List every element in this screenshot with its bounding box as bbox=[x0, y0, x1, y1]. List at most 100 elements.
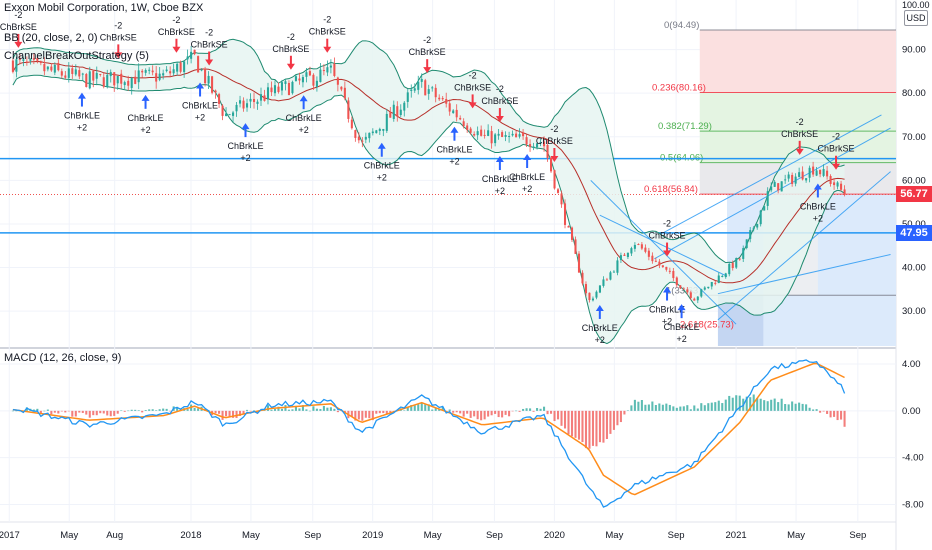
level-price-tag: 47.95 bbox=[896, 224, 932, 241]
macd-histogram-bar bbox=[193, 407, 196, 411]
long-entry-label: ChBrkLE bbox=[649, 305, 685, 315]
long-entry-label: ChBrkLE bbox=[509, 172, 545, 182]
macd-histogram-bar bbox=[721, 403, 724, 411]
candle-body bbox=[766, 191, 769, 206]
macd-histogram-bar bbox=[291, 409, 294, 411]
macd-histogram-bar bbox=[462, 410, 465, 417]
macd-histogram-bar bbox=[46, 409, 49, 411]
macd-histogram-bar bbox=[420, 403, 423, 411]
macd-histogram-bar bbox=[85, 410, 88, 415]
bb-indicator-label[interactable]: BB (20, close, 2, 0) bbox=[4, 32, 98, 44]
macd-axis-tick-label: 0.00 bbox=[902, 406, 921, 417]
macd-histogram-bar bbox=[162, 408, 165, 411]
macd-histogram-bar bbox=[763, 400, 766, 411]
candle-body bbox=[225, 113, 228, 116]
short-entry-arrow-head bbox=[423, 67, 432, 74]
macd-histogram-bar bbox=[137, 410, 140, 411]
macd-histogram-bar bbox=[553, 410, 556, 422]
macd-histogram-bar bbox=[263, 410, 266, 411]
candle-body bbox=[602, 279, 605, 286]
macd-histogram-bar bbox=[382, 410, 385, 414]
candle-body bbox=[113, 72, 116, 86]
candle-body bbox=[263, 95, 266, 101]
macd-histogram-bar bbox=[417, 404, 420, 411]
short-entry-arrow-head bbox=[172, 46, 181, 53]
candle-body bbox=[57, 62, 60, 71]
candle-body bbox=[626, 252, 629, 257]
candle-body bbox=[396, 106, 399, 117]
candle-body bbox=[207, 75, 210, 84]
macd-histogram-bar bbox=[773, 398, 776, 411]
candle-body bbox=[120, 73, 123, 84]
macd-histogram-bar bbox=[378, 410, 381, 414]
candle-body bbox=[420, 78, 423, 82]
candle-body bbox=[431, 87, 434, 89]
macd-histogram-bar bbox=[787, 404, 790, 411]
macd-histogram-bar bbox=[518, 410, 521, 412]
macd-histogram-bar bbox=[225, 410, 228, 417]
long-entry-qty: +2 bbox=[676, 334, 686, 344]
macd-histogram-bar bbox=[368, 410, 371, 419]
candle-body bbox=[630, 248, 633, 254]
candle-body bbox=[756, 223, 759, 228]
long-entry-arrow-head bbox=[495, 156, 504, 163]
candle-body bbox=[448, 103, 451, 112]
long-entry-label: ChBrkLE bbox=[182, 101, 218, 111]
candle-body bbox=[826, 170, 829, 177]
candle-body bbox=[305, 72, 308, 77]
macd-histogram-bar bbox=[413, 405, 416, 411]
candle-body bbox=[773, 181, 776, 187]
candle-body bbox=[340, 86, 343, 90]
fib-level-label: 1(33.63) bbox=[666, 285, 701, 296]
macd-histogram-bar bbox=[770, 399, 773, 411]
candle-body bbox=[15, 59, 18, 72]
candle-body bbox=[777, 183, 780, 191]
macd-histogram-bar bbox=[431, 409, 434, 411]
trend-line bbox=[717, 253, 891, 295]
candle-body bbox=[679, 285, 682, 289]
macd-histogram-bar bbox=[403, 410, 406, 411]
macd-signal-line bbox=[12, 362, 845, 496]
macd-histogram-bar bbox=[99, 410, 102, 414]
macd-histogram-bar bbox=[686, 405, 689, 411]
strategy-indicator-label[interactable]: ChannelBreakOutStrategy (5) bbox=[4, 50, 149, 62]
candle-body bbox=[294, 76, 297, 81]
candle-body bbox=[438, 97, 441, 100]
candle-body bbox=[588, 292, 591, 301]
macd-histogram-bar bbox=[106, 410, 109, 416]
candle-body bbox=[591, 298, 595, 301]
candle-body bbox=[784, 179, 787, 181]
macd-histogram-bar bbox=[322, 405, 325, 411]
time-axis-tick-label: 2018 bbox=[180, 530, 201, 541]
macd-indicator-label[interactable]: MACD (12, 26, close, 9) bbox=[4, 352, 122, 364]
short-entry-qty: -2 bbox=[423, 35, 431, 45]
candle-body bbox=[22, 59, 25, 61]
candle-body bbox=[183, 61, 186, 73]
macd-histogram-bar bbox=[833, 410, 836, 417]
long-entry-arrow-head bbox=[813, 183, 822, 190]
candle-body bbox=[336, 77, 339, 85]
price-axis-tick-label: 40.00 bbox=[902, 263, 926, 274]
long-entry-arrow-head bbox=[377, 142, 386, 149]
macd-histogram-bar bbox=[766, 401, 769, 411]
macd-histogram-bar bbox=[473, 410, 476, 417]
candle-body bbox=[536, 143, 539, 148]
macd-histogram-bar bbox=[141, 410, 144, 413]
candle-body bbox=[570, 227, 574, 240]
macd-histogram-bar bbox=[469, 410, 472, 418]
macd-histogram-bar bbox=[459, 410, 462, 414]
macd-axis-tick-label: -8.00 bbox=[902, 499, 924, 510]
macd-histogram-bar bbox=[357, 410, 360, 420]
bollinger-basis bbox=[12, 61, 845, 284]
candle-body bbox=[137, 70, 140, 83]
macd-histogram-bar bbox=[679, 406, 682, 411]
currency-button[interactable]: USD bbox=[904, 10, 928, 26]
macd-histogram-bar bbox=[759, 398, 762, 411]
short-entry-qty: -2 bbox=[469, 70, 477, 80]
candle-body bbox=[476, 131, 479, 136]
macd-histogram-bar bbox=[710, 402, 713, 411]
candle-body bbox=[413, 88, 416, 91]
trend-line bbox=[717, 171, 891, 321]
candle-body bbox=[141, 70, 144, 73]
